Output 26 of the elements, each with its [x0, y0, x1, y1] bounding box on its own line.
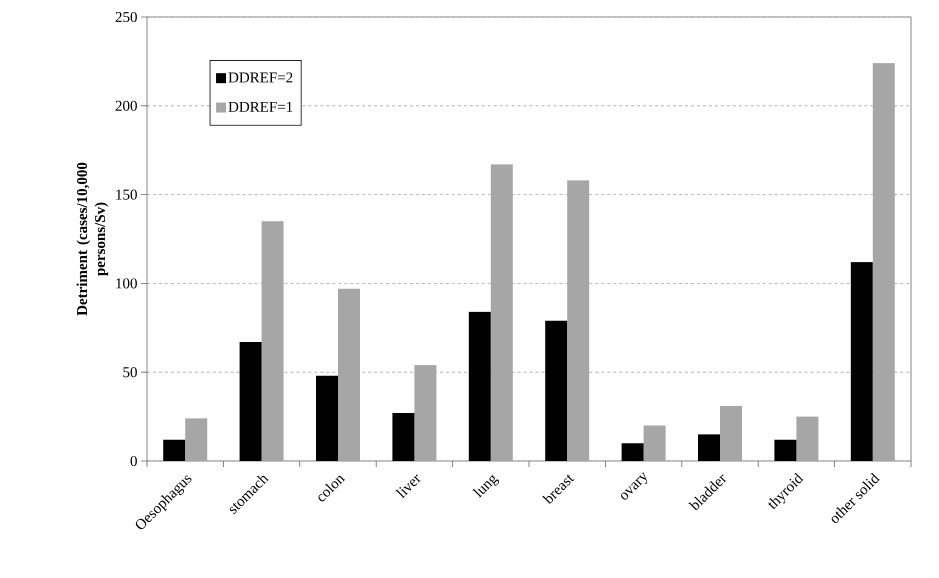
- bar: [698, 434, 720, 461]
- y-tick-label: 200: [116, 100, 137, 111]
- y-tick-label: 0: [130, 456, 137, 466]
- bar: [316, 376, 338, 461]
- bar: [545, 320, 568, 461]
- y-tick-label: 250: [116, 12, 137, 22]
- legend-label: DDREF=1: [228, 102, 292, 112]
- x-tick-label: liver: [395, 474, 421, 499]
- y-tick-label: 50: [123, 367, 137, 378]
- bar: [644, 425, 666, 461]
- bar: [774, 440, 796, 461]
- bar: [468, 312, 491, 461]
- bar: [850, 262, 873, 461]
- y-tick-label: 150: [116, 190, 137, 200]
- y-axis-title: Detriment (cases/10,000 persons/Sv): [76, 162, 108, 316]
- bar: [622, 443, 644, 461]
- bar: [338, 288, 360, 461]
- y-tick-label: 100: [116, 278, 137, 288]
- bar: [163, 440, 186, 461]
- bar: [392, 413, 414, 461]
- bar: [240, 342, 262, 461]
- legend-label: DDREF=2: [228, 72, 292, 82]
- bar: [720, 406, 742, 461]
- bar: [185, 418, 208, 461]
- x-tick-label: lung: [472, 474, 500, 498]
- bar: [796, 416, 818, 461]
